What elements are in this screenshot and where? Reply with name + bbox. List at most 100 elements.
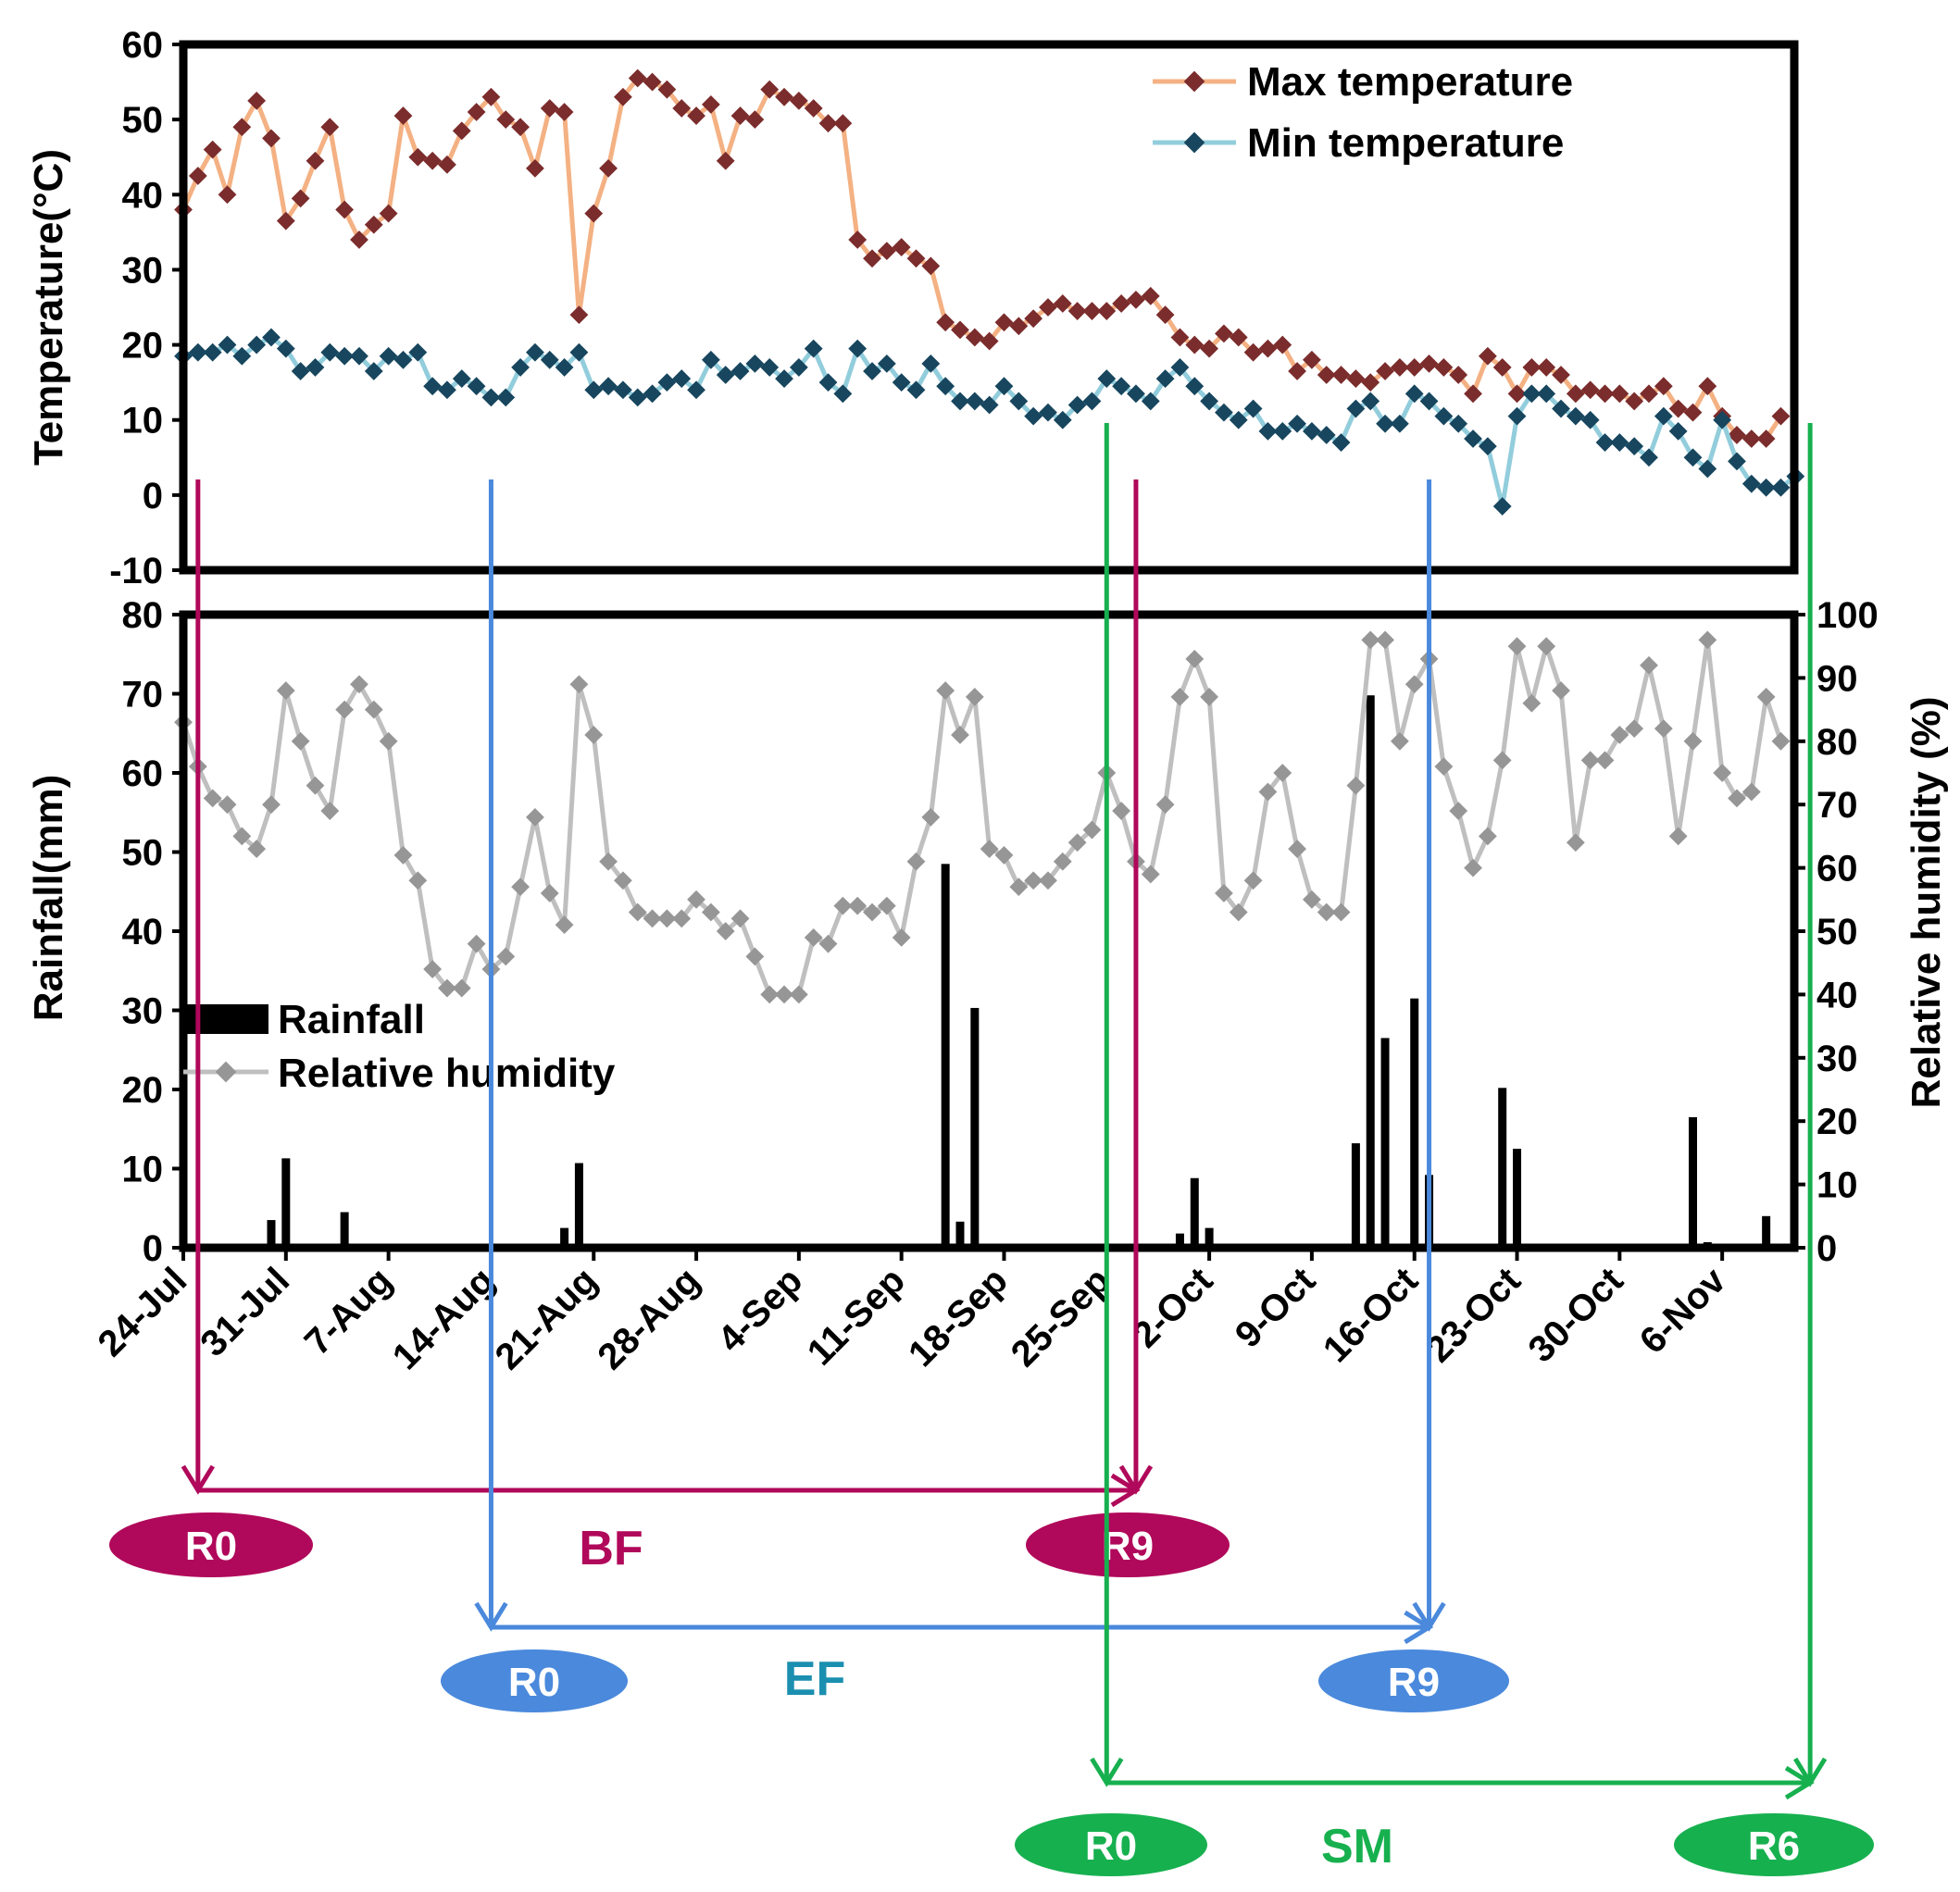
x-tick-label: 25-Sep [1004,1260,1118,1375]
min-temperature-point [1507,406,1527,426]
min-temperature-point [672,369,692,388]
max-temperature-point [1404,358,1424,377]
ef-end-stage-badge [1318,1649,1509,1712]
min-temperature-point [423,377,443,396]
humidity-point [789,985,808,1004]
humidity-point [1610,726,1629,744]
max-temperature-point [1683,403,1703,422]
humidity-line [181,637,1783,997]
rainfall-bar [1498,1088,1507,1248]
x-tick-label: 24-Jul [91,1260,195,1364]
rainfall-bar [1366,695,1375,1248]
rainfall-y-tick-label: 10 [122,1150,164,1190]
bf-start-arrowhead [181,1464,215,1495]
humidity-point [980,840,999,858]
min-temperature-point [364,362,383,380]
humidity-point [1404,675,1424,694]
min-temperature-point [1640,448,1658,467]
max-temperature-point [1522,358,1542,377]
max-temperature-point [730,106,750,125]
max-temperature-point [994,313,1014,332]
max-temperature-point [364,215,383,234]
humidity-point [1595,751,1615,770]
rainfall-bar [1688,1116,1697,1248]
min-temperature-point [1742,474,1761,493]
min-temperature-point [789,358,808,377]
rainfall-bar [1175,1233,1184,1248]
max-temperature-point [1039,298,1057,317]
humidity-point [1728,789,1746,808]
max-temperature-point [965,328,984,347]
humidity-point [614,871,632,890]
min-temperature-point [1082,392,1102,411]
temperature-legend: Max temperature Min temperature [1153,59,1573,166]
min-temperature-point [1127,384,1145,404]
min-temperature-point [511,358,530,377]
max-temperature-point [745,110,765,130]
sm-period-label: SM [1321,1820,1393,1873]
min-temperature-point [452,369,471,388]
max-temperature-point [1625,392,1644,411]
min-temperature-legend-marker [1183,131,1205,154]
humidity-point [555,915,574,935]
min-temperature-point [980,395,999,415]
rainfall-bar [560,1227,569,1248]
temperature-y-tick-label: 50 [122,100,164,141]
humidity-y-axis: 0 10 20 30 40 50 60 70 80 90 100 [1794,595,1879,1269]
rainfall-y-tick-label: 40 [122,912,164,952]
humidity-point [1317,902,1336,922]
min-temperature-point [1097,369,1117,388]
x-tick-label: 2-Oct [1125,1260,1220,1355]
min-temperature-point [320,342,340,362]
max-temperature-point [1053,294,1072,313]
max-temperature-point [262,129,281,148]
max-temperature-point [1185,335,1205,355]
humidity-point [1200,688,1218,706]
humidity-point [393,846,413,865]
humidity-point [540,884,559,902]
sm-start-stage-label: R0 [1085,1824,1137,1869]
max-temperature-point [716,151,735,170]
min-temperature-point [1668,421,1688,441]
growth-stage-annotations: R0 R9 BF R0 R9 EF R0 R6 SM [109,423,1874,1876]
humidity-point [423,960,443,978]
max-temperature-point [833,114,853,133]
humidity-point [1492,751,1512,770]
max-temperature-point [1215,324,1233,343]
humidity-point [1449,802,1468,820]
x-tick-label: 18-Sep [901,1260,1016,1375]
humidity-point [247,840,267,858]
max-temperature-point [906,249,926,268]
temperature-y-tick-label: 40 [122,175,164,216]
min-temperature-point [1552,399,1570,418]
rainfall-humidity-plot-area [174,630,1791,1248]
max-temperature-point [1434,358,1454,377]
humidity-y-tick-label: 30 [1816,1039,1858,1079]
max-temperature-point [584,204,604,223]
min-temperature-point [1024,406,1043,426]
humidity-legend-marker [215,1061,237,1083]
min-temperature-point [276,339,295,358]
min-temperature-point [350,346,368,366]
humidity-point [657,909,677,928]
humidity-y-tick-label: 10 [1816,1165,1858,1206]
humidity-point [701,902,720,922]
humidity-point [1771,731,1791,751]
humidity-point [1039,871,1057,890]
min-temperature-point [1346,399,1366,418]
rainfall-bar [1380,1038,1390,1248]
max-temperature-point [379,204,398,223]
max-temperature-point [350,230,368,249]
min-temperature-point [1303,421,1321,441]
rainfall-y-tick-label: 70 [122,675,164,716]
humidity-point [1376,630,1394,650]
max-temperature-point [203,140,222,159]
rainfall-bar [1351,1143,1360,1248]
humidity-point [350,675,368,694]
max-temperature-point [877,242,896,261]
humidity-point [936,681,955,700]
humidity-point [306,776,325,795]
humidity-point [628,902,647,922]
min-temperature-point [1141,392,1160,411]
min-temperature-point [555,358,574,377]
